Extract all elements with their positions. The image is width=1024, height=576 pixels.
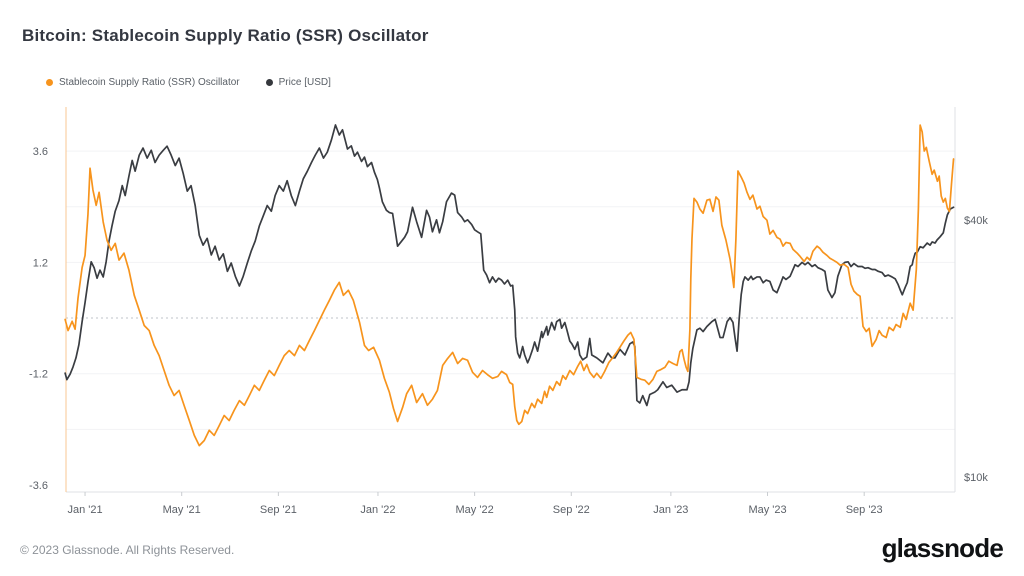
legend-item-ssr-oscillator[interactable]: Stablecoin Supply Ratio (SSR) Oscillator: [46, 77, 240, 88]
x-tick-label: Sep '22: [553, 504, 590, 516]
x-tick-label: Jan '23: [653, 504, 688, 516]
y-right-tick-label: $10k: [964, 472, 988, 484]
legend: Stablecoin Supply Ratio (SSR) Oscillator…: [46, 77, 331, 88]
page-title: Bitcoin: Stablecoin Supply Ratio (SSR) O…: [22, 26, 429, 45]
legend-label-price: Price [USD]: [278, 77, 331, 88]
glassnode-logo: glassnode: [881, 533, 1004, 563]
ssr-series-line[interactable]: [64, 124, 955, 447]
x-tick-label: May '23: [748, 504, 786, 516]
ssr-series-dot-icon: [46, 79, 53, 86]
x-tick-label: Jan '21: [67, 504, 102, 516]
y-left-tick-label: -1.2: [29, 369, 48, 381]
price-series-dot-icon: [265, 79, 273, 86]
x-tick-label: Sep '21: [260, 504, 297, 516]
x-tick-label: Sep '23: [846, 504, 883, 516]
price-series-line[interactable]: [64, 124, 955, 407]
y-left-tick-label: 3.6: [33, 146, 48, 158]
y-left-tick-label: -3.6: [29, 480, 48, 492]
copyright-text: © 2023 Glassnode. All Rights Reserved.: [20, 543, 235, 557]
x-tick-label: Jan '22: [360, 504, 395, 516]
legend-item-price[interactable]: Price [USD]: [265, 77, 331, 88]
x-tick-label: May '22: [456, 504, 494, 516]
y-left-tick-label: 1.2: [33, 257, 48, 269]
legend-label-ssr: Stablecoin Supply Ratio (SSR) Oscillator: [59, 77, 240, 88]
y-right-tick-label: $40k: [964, 215, 988, 227]
x-tick-label: May '21: [163, 504, 201, 516]
